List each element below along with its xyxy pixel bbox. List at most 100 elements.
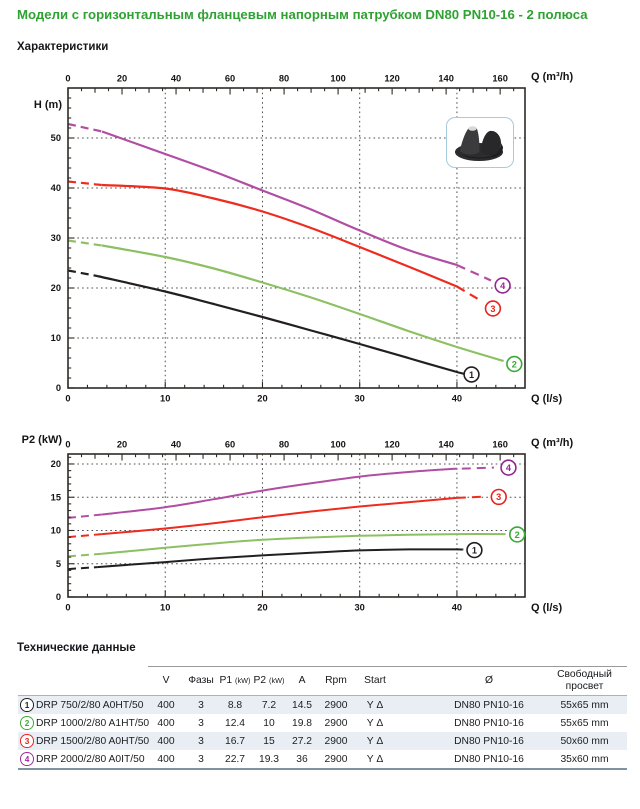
svg-text:140: 140 — [438, 74, 454, 84]
cell-start: Y Δ — [366, 753, 384, 765]
svg-text:10: 10 — [160, 394, 170, 404]
series-label-1: 1 — [466, 541, 483, 559]
svg-text:60: 60 — [225, 440, 235, 450]
row-number-badge: 4 — [20, 752, 34, 766]
cell-diameter: DN80 PN10-16 — [454, 717, 524, 729]
cell-amps: 27.2 — [291, 735, 313, 747]
svg-text:2: 2 — [515, 530, 520, 540]
cell-clearance: 55x65 mm — [560, 717, 609, 729]
svg-text:20: 20 — [51, 459, 61, 469]
table-row: 3 DRP 1500/2/80 A0HT/50 400 3 16.7 15 27… — [18, 732, 627, 750]
col-header-rpm: Rpm — [325, 675, 347, 687]
series-label-2: 2 — [506, 355, 523, 373]
curve-1 — [67, 548, 464, 571]
svg-text:30: 30 — [51, 233, 61, 243]
cell-rpm: 2900 — [324, 717, 348, 729]
svg-text:2: 2 — [512, 359, 517, 369]
svg-text:100: 100 — [330, 440, 346, 450]
cell-model: DRP 1000/2/80 A1HT/50 — [36, 717, 150, 729]
cell-p1: 12.4 — [224, 717, 246, 729]
head-flow-chart: 0 10 20 30 40 0 20 40 60 80 100 120 140 160 0 10 20 30 40 5… — [34, 71, 574, 405]
cell-rpm: 2900 — [324, 699, 348, 711]
axis-tick-labels: 0 10 20 30 40 0 20 40 60 80 100 120 140 160 0 10 20 30 40 5… — [51, 74, 508, 404]
svg-text:3: 3 — [496, 492, 501, 502]
cell-voltage: 400 — [157, 753, 175, 765]
table-row: 2 DRP 1000/2/80 A1HT/50 400 3 12.4 10 19… — [18, 714, 627, 732]
svg-text:10: 10 — [51, 333, 61, 343]
section-technical: Технические данные — [17, 642, 136, 654]
cell-p1: 22.7 — [224, 753, 246, 765]
cell-phases: 3 — [198, 699, 204, 711]
svg-text:140: 140 — [438, 440, 454, 450]
y-axis-title: P2 (kW) — [22, 434, 63, 446]
bottom-axis-title: Q (l/s) — [531, 393, 563, 405]
svg-text:3: 3 — [490, 304, 495, 314]
table-header-rule — [18, 695, 627, 696]
cell-clearance: 35x60 mm — [560, 753, 609, 765]
cell-phases: 3 — [198, 735, 204, 747]
cell-voltage: 400 — [157, 699, 175, 711]
cell-rpm: 2900 — [324, 753, 348, 765]
svg-text:20: 20 — [117, 74, 127, 84]
curve-3 — [67, 180, 483, 303]
top-axis-title: Q (m³/h) — [531, 71, 573, 83]
cell-p2: 7.2 — [261, 699, 277, 711]
cell-start: Y Δ — [366, 717, 384, 729]
section-characteristics: Характеристики — [17, 41, 109, 53]
cell-diameter: DN80 PN10-16 — [454, 753, 524, 765]
col-header-p1: P1 (kW) — [219, 675, 251, 687]
svg-text:15: 15 — [51, 492, 61, 502]
plot-border — [67, 453, 526, 598]
cell-diameter: DN80 PN10-16 — [454, 699, 524, 711]
svg-text:20: 20 — [257, 394, 267, 404]
pump-image — [446, 117, 514, 168]
cell-p2: 19.3 — [258, 753, 280, 765]
cell-phases: 3 — [198, 753, 204, 765]
axis-titles: H (m) Q (m³/h) Q (l/s) — [34, 71, 574, 405]
svg-text:0: 0 — [65, 440, 70, 450]
curve-4 — [67, 466, 494, 519]
axis-ticks — [67, 454, 516, 598]
axis-titles: P2 (kW) Q (m³/h) Q (l/s) — [22, 434, 574, 614]
svg-text:0: 0 — [56, 592, 61, 602]
series-label-2: 2 — [509, 526, 526, 543]
series-label-1: 1 — [463, 366, 480, 383]
cell-p2: 15 — [263, 735, 275, 747]
cell-amps: 19.8 — [291, 717, 313, 729]
svg-text:40: 40 — [51, 183, 61, 193]
y-axis-title: H (m) — [34, 99, 62, 111]
svg-text:1: 1 — [469, 370, 474, 380]
svg-text:4: 4 — [506, 463, 512, 473]
svg-text:40: 40 — [452, 603, 462, 613]
svg-text:20: 20 — [257, 603, 267, 613]
series-label-4: 4 — [494, 277, 511, 294]
cell-voltage: 400 — [157, 717, 175, 729]
curve-2 — [67, 533, 506, 558]
cell-p1: 16.7 — [224, 735, 246, 747]
svg-text:80: 80 — [279, 74, 289, 84]
svg-text:10: 10 — [160, 603, 170, 613]
cell-amps: 14.5 — [291, 699, 313, 711]
svg-text:40: 40 — [171, 440, 181, 450]
axis-ticks — [67, 88, 516, 389]
svg-text:40: 40 — [171, 74, 181, 84]
svg-text:0: 0 — [65, 74, 70, 84]
gridlines — [68, 88, 525, 388]
gridlines — [68, 454, 525, 597]
svg-text:0: 0 — [65, 603, 70, 613]
svg-text:40: 40 — [452, 394, 462, 404]
series-label-3: 3 — [490, 488, 507, 506]
col-header-p2: P2 (kW) — [253, 675, 285, 687]
svg-text:30: 30 — [355, 394, 365, 404]
curve-4 — [67, 122, 492, 282]
svg-text:5: 5 — [56, 559, 61, 569]
row-number-badge: 1 — [20, 698, 34, 712]
axis-tick-labels: 0 10 20 30 40 0 20 40 60 80 100 120 140 160 0 5 10 15 20 — [51, 440, 508, 613]
top-axis-title: Q (m³/h) — [531, 437, 573, 449]
col-header-phases: Фазы — [188, 675, 214, 687]
series-label-3: 3 — [484, 300, 502, 317]
cell-p1: 8.8 — [227, 699, 243, 711]
svg-text:30: 30 — [355, 603, 365, 613]
series-label-4: 4 — [500, 459, 517, 476]
row-number-badge: 2 — [20, 716, 34, 730]
